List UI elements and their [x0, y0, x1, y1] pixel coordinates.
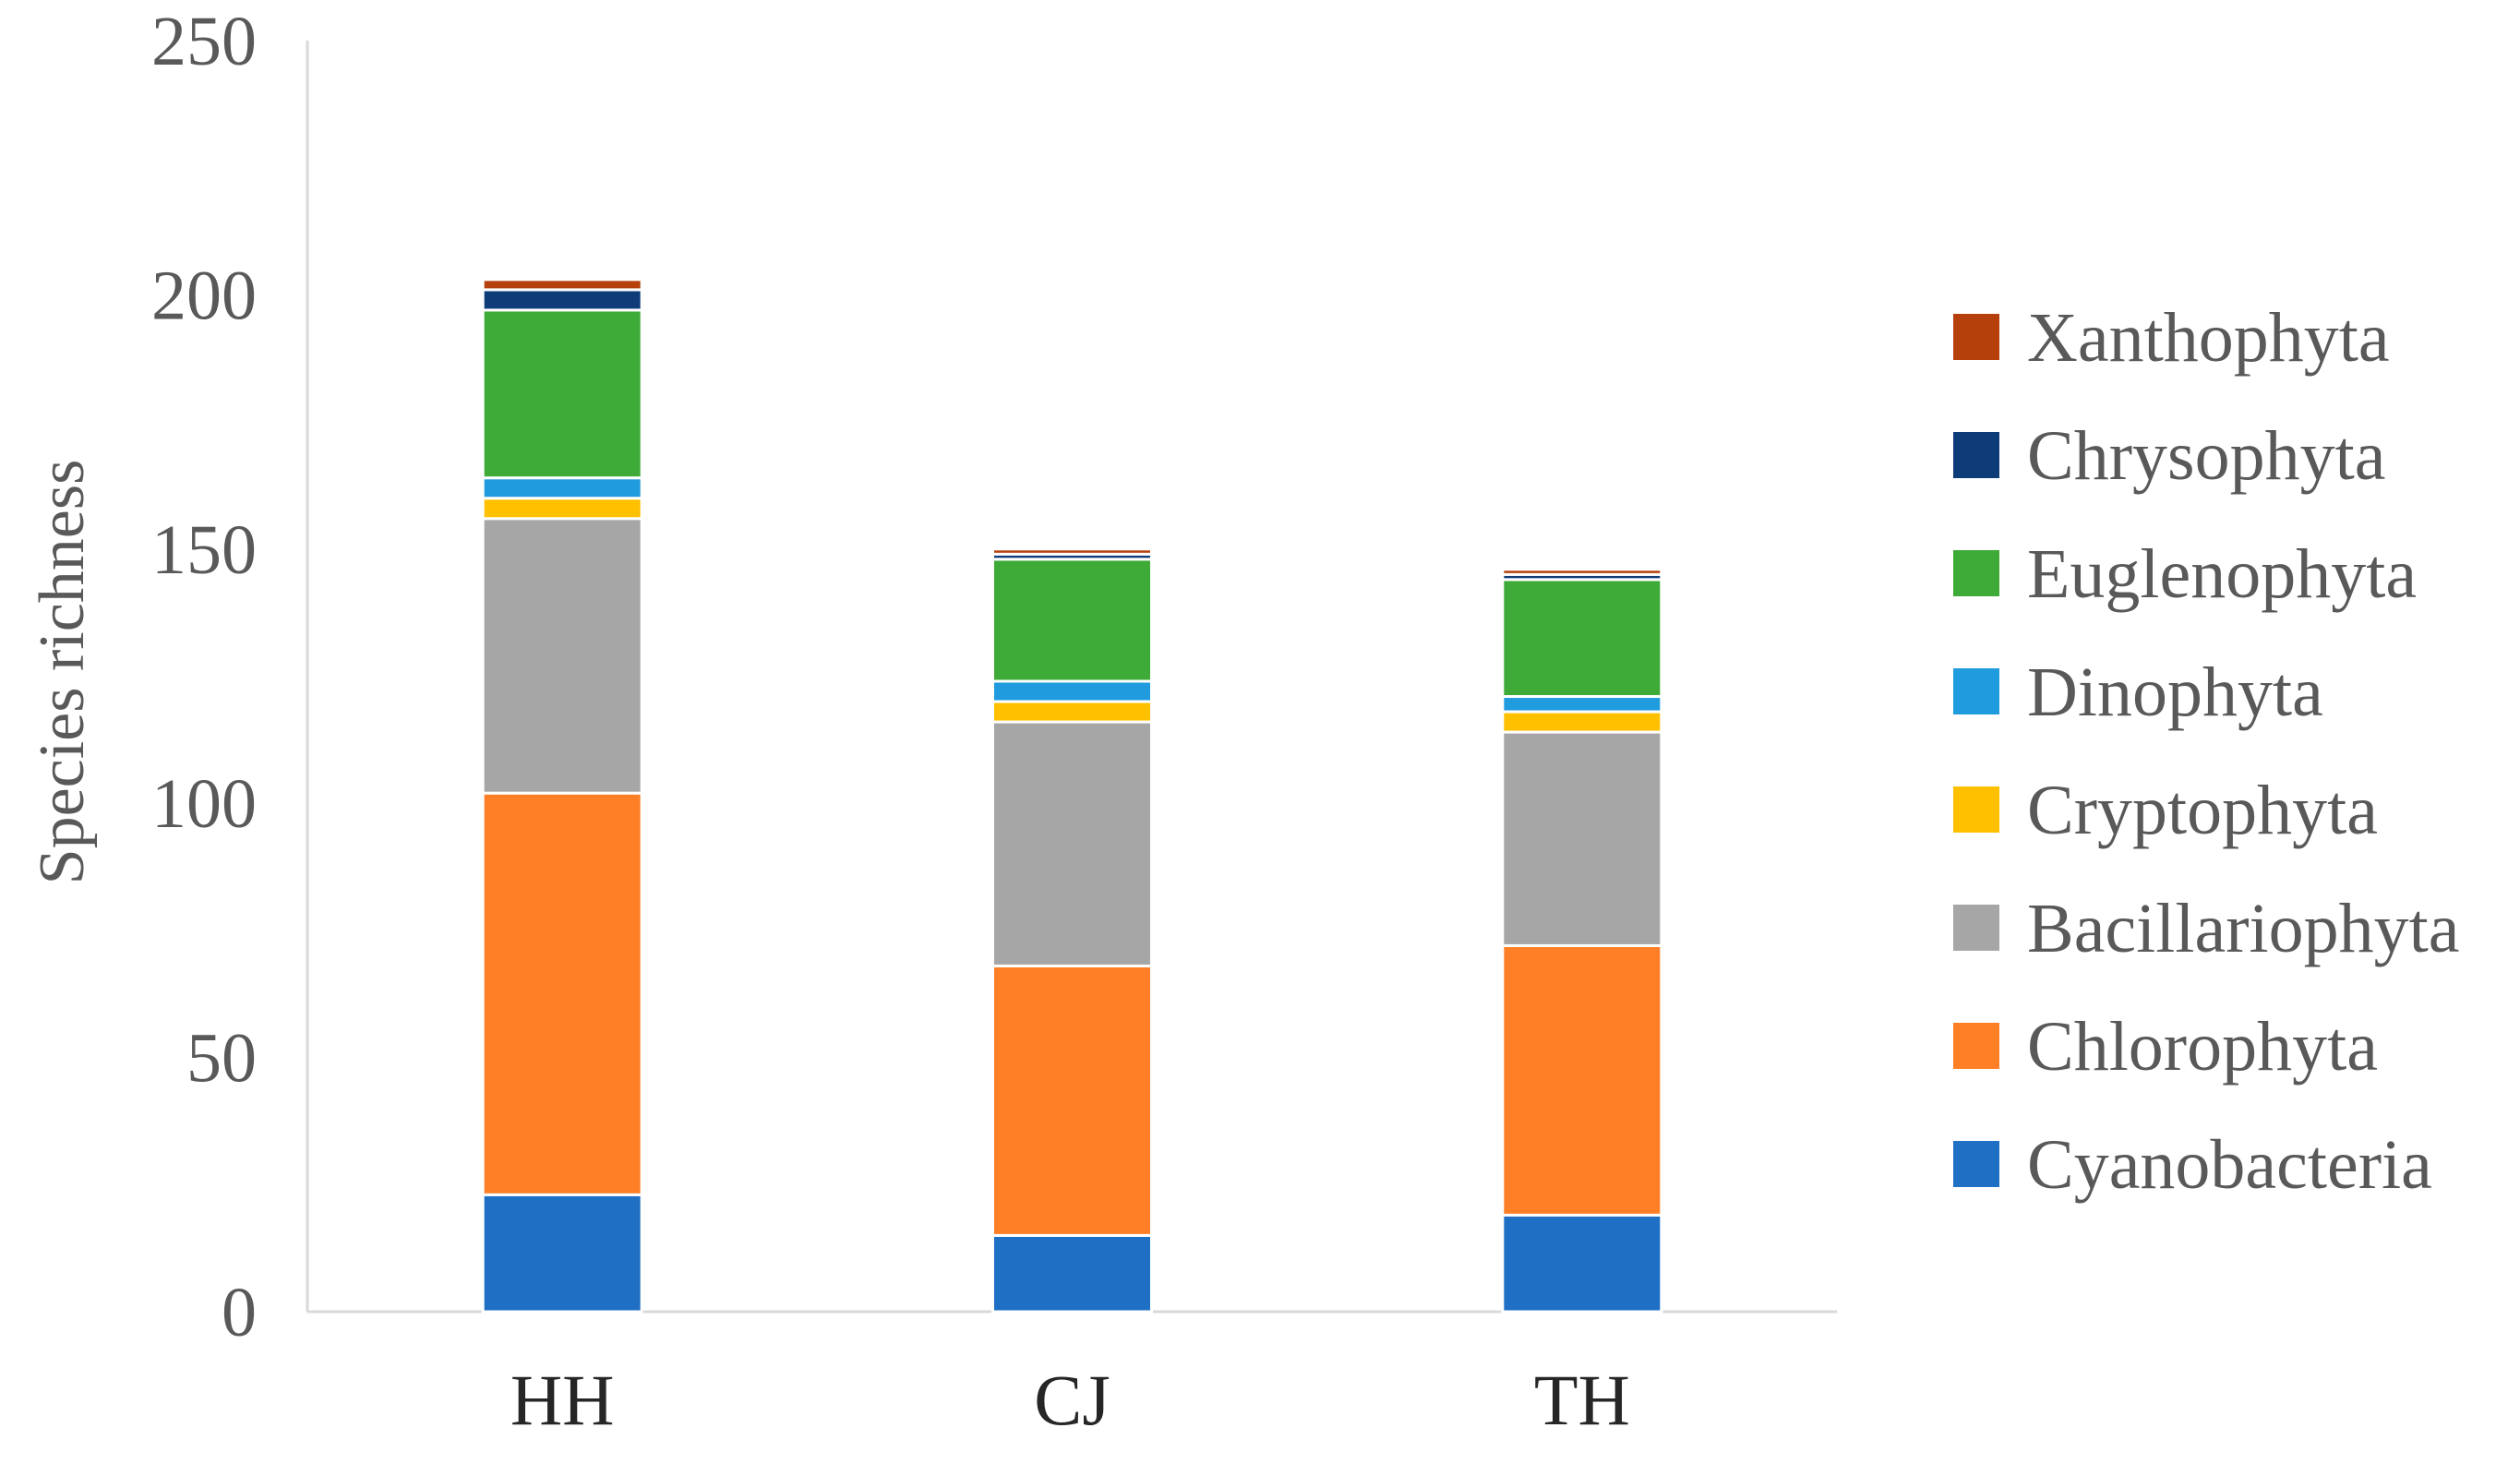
legend: Xanthophyta Chrysophyta Euglenophyta Dinoph…: [1953, 299, 2460, 1204]
bar-segment-cyanobacteria-th: [1501, 1213, 1663, 1314]
bar-segment-cryptophyta-cj: [991, 700, 1153, 724]
y-tick-label: 200: [151, 257, 257, 334]
legend-swatch-chlorophyta: [1953, 1023, 1999, 1069]
legend-label: Xanthophyta: [2027, 299, 2390, 377]
y-tick-label: 0: [222, 1274, 257, 1351]
legend-label: Chlorophyta: [2027, 1008, 2378, 1086]
bar-segment-dinophyta-hh: [481, 476, 643, 500]
legend-swatch-dinophyta: [1953, 668, 1999, 714]
legend-swatch-cyanobacteria: [1953, 1141, 1999, 1187]
bar-segment-dinophyta-th: [1501, 695, 1663, 714]
y-tick-label: 250: [151, 3, 257, 80]
y-axis-label: Species richness: [27, 460, 98, 885]
category-label: HH: [510, 1360, 615, 1440]
legend-swatch-chrysophyta: [1953, 432, 1999, 478]
bar-segment-chlorophyta-th: [1501, 943, 1663, 1217]
y-tick-labels: 0 50 100 150 200 250: [151, 3, 257, 1351]
bar-segment-euglenophyta-hh: [481, 308, 643, 480]
category-label: TH: [1534, 1360, 1630, 1440]
bar-segment-cryptophyta-hh: [481, 497, 643, 521]
bar-segment-bacillariophyta-th: [1501, 730, 1663, 947]
bar-segment-euglenophyta-th: [1501, 578, 1663, 699]
bar-segment-cryptophyta-th: [1501, 710, 1663, 734]
bar-segment-chlorophyta-cj: [991, 964, 1153, 1237]
category-label: CJ: [1034, 1360, 1110, 1440]
legend-swatch-xanthophyta: [1953, 314, 1999, 360]
bar-segment-chrysophyta-hh: [481, 288, 643, 312]
bars: [481, 278, 1663, 1314]
y-tick-label: 50: [186, 1020, 257, 1098]
legend-swatch-bacillariophyta: [1953, 905, 1999, 951]
bar-segment-xanthophyta-cj: [991, 547, 1153, 556]
legend-label: Bacillariophyta: [2027, 890, 2460, 967]
bar-segment-chlorophyta-hh: [481, 791, 643, 1196]
bar-segment-cyanobacteria-hh: [481, 1193, 643, 1314]
legend-label: Dinophyta: [2027, 654, 2323, 731]
bar-segment-euglenophyta-cj: [991, 558, 1153, 683]
legend-swatch-euglenophyta: [1953, 550, 1999, 596]
bar-segment-xanthophyta-hh: [481, 278, 643, 292]
legend-label: Cyanobacteria: [2027, 1126, 2432, 1204]
bar-segment-bacillariophyta-cj: [991, 720, 1153, 967]
legend-swatch-cryptophyta: [1953, 786, 1999, 833]
y-tick-label: 150: [151, 511, 257, 589]
legend-label: Chrysophyta: [2027, 417, 2385, 495]
legend-label: Euglenophyta: [2027, 535, 2417, 613]
bar-segment-dinophyta-cj: [991, 679, 1153, 703]
bar-segment-cyanobacteria-cj: [991, 1233, 1153, 1314]
bar-segment-xanthophyta-th: [1501, 568, 1663, 576]
bar-segment-bacillariophyta-hh: [481, 517, 643, 795]
legend-label: Cryptophyta: [2027, 772, 2378, 849]
y-tick-label: 100: [151, 765, 257, 843]
x-category-labels: HH CJ TH: [510, 1360, 1630, 1440]
